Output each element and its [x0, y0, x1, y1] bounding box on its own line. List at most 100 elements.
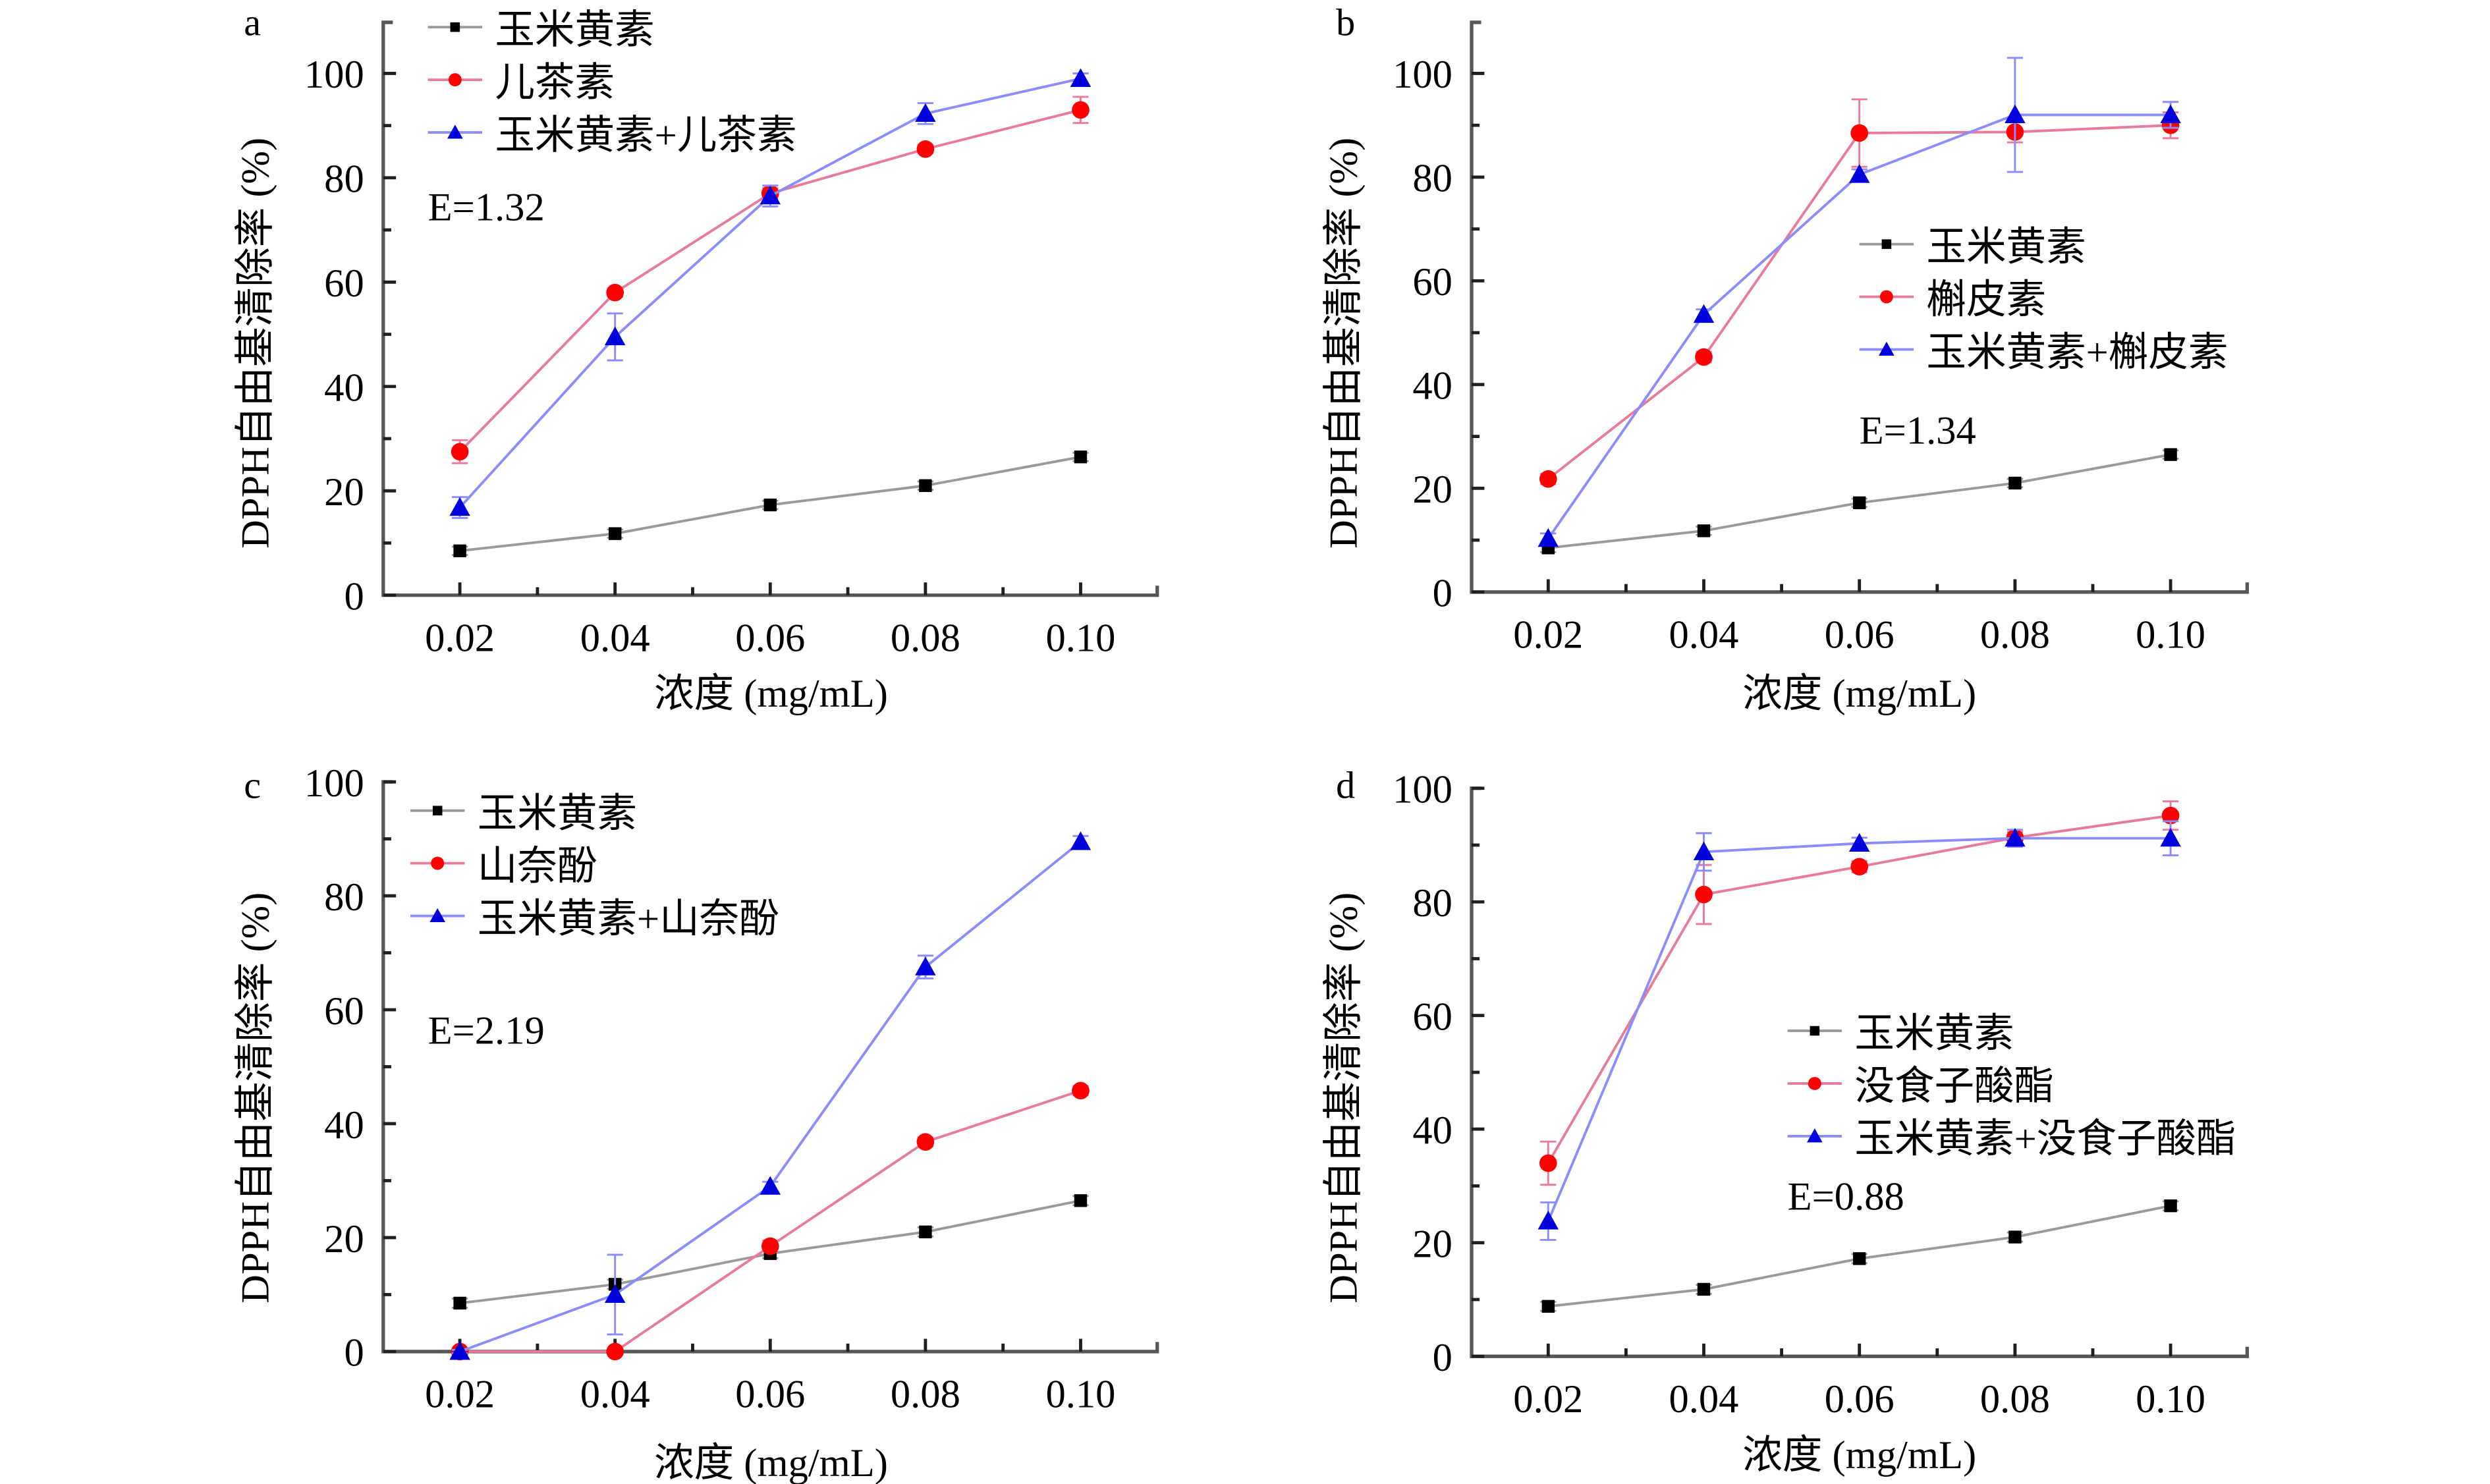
y-tick-label: 100 [304, 761, 364, 806]
chart-panel-b: 0 20 40 60 80 100 0.02 0.04 0.06 0.08 0.10 浓度 (mg/m… [1322, 1, 2250, 716]
legend-label: 山奈酚 [478, 844, 597, 889]
data-point-circle [606, 283, 624, 302]
y-tick-label: 100 [1393, 768, 1452, 812]
x-tick-label: 0.06 [1825, 613, 1895, 657]
y-axis-label: DPPH自由基清除率 (%) [233, 893, 277, 1304]
series-0 [1540, 448, 2179, 555]
legend-label: 玉米黄素+槲皮素 [1926, 331, 2228, 375]
data-point-triangle [1070, 68, 1092, 87]
x-tick-label: 0.08 [1980, 1377, 2050, 1421]
data-point-square [453, 1296, 466, 1310]
x-axis-label: 浓度 (mg/mL) [1742, 1433, 1976, 1477]
data-point-triangle [915, 103, 936, 123]
data-point-square [2008, 476, 2022, 490]
panel-label: a [244, 1, 261, 43]
y-tick-label: 80 [324, 157, 364, 202]
panel-label: c [244, 763, 261, 806]
chart-panel-c: 0 20 40 60 80 100 0.02 0.04 0.06 0.08 0.10 浓度 (mg/m… [233, 761, 1159, 1484]
data-point-square [608, 527, 622, 540]
data-point-circle [1072, 1082, 1090, 1100]
data-point-square [453, 544, 466, 557]
x-tick-label: 0.06 [1825, 1377, 1895, 1421]
y-axis-label: DPPH自由基清除率 (%) [1322, 138, 1366, 549]
legend-label: 玉米黄素 [1854, 1012, 2014, 1056]
data-point-circle [1850, 124, 1869, 142]
y-tick-label: 20 [1412, 1223, 1452, 1267]
y-tick-label: 0 [344, 574, 364, 618]
legend-item: 玉米黄素 [428, 8, 655, 52]
data-point-square [763, 498, 777, 512]
efficiency-annotation: E=1.32 [428, 185, 545, 229]
y-tick-label: 100 [304, 53, 364, 97]
series-2 [449, 68, 1092, 519]
x-tick-label: 0.10 [1045, 1373, 1115, 1417]
data-point-triangle [1848, 833, 1870, 852]
data-point-circle [1072, 101, 1090, 119]
x-tick-label: 0.08 [891, 616, 960, 660]
legend-item: 玉米黄素+槲皮素 [1859, 331, 2228, 375]
y-axis-label: DPPH自由基清除率 (%) [1322, 893, 1366, 1304]
y-tick-label: 60 [324, 261, 364, 306]
series-2 [449, 831, 1092, 1360]
x-axis-label: 浓度 (mg/mL) [654, 672, 888, 716]
y-tick-label: 60 [1412, 260, 1452, 304]
data-point-circle [916, 1133, 935, 1151]
data-point-circle [1850, 858, 1869, 876]
legend-marker-circle [1808, 1076, 1821, 1090]
legend-item: 儿茶素 [428, 61, 615, 105]
legend-marker-triangle [429, 908, 445, 923]
legend-label: 玉米黄素+儿茶素 [495, 113, 796, 157]
series-0 [451, 451, 1089, 557]
y-tick-label: 40 [324, 1103, 364, 1147]
data-point-triangle [1070, 831, 1092, 850]
y-tick-label: 80 [324, 875, 364, 920]
data-point-triangle [1693, 841, 1715, 860]
data-point-triangle [2005, 104, 2026, 124]
series-2 [1537, 57, 2181, 547]
y-tick-label: 100 [1393, 53, 1452, 97]
y-tick-label: 20 [324, 1217, 364, 1261]
data-point-triangle [1693, 304, 1715, 323]
data-point-circle [451, 443, 469, 461]
data-point-square [1697, 1282, 1711, 1296]
y-tick-label: 20 [1412, 468, 1452, 512]
data-point-circle [1539, 1154, 1557, 1172]
x-axis-label: 浓度 (mg/mL) [654, 1441, 888, 1484]
legend-label: 玉米黄素 [478, 792, 637, 836]
data-point-square [919, 479, 932, 492]
data-point-square [1074, 451, 1088, 464]
legend-label: 没食子酸酯 [1854, 1064, 2054, 1109]
legend-marker-square [1881, 239, 1892, 249]
efficiency-annotation: E=1.34 [1860, 408, 1976, 453]
data-point-triangle [760, 185, 781, 205]
x-tick-label: 0.10 [2136, 613, 2205, 657]
data-point-circle [761, 1237, 779, 1255]
series-0 [1540, 1199, 2179, 1313]
x-axis-label: 浓度 (mg/mL) [1742, 672, 1976, 716]
efficiency-annotation: E=2.19 [428, 1008, 545, 1053]
y-tick-label: 20 [324, 470, 364, 514]
y-tick-label: 40 [1412, 1109, 1452, 1153]
series-2 [1537, 820, 2181, 1241]
y-tick-label: 40 [324, 366, 364, 410]
data-point-circle [1695, 885, 1713, 904]
x-tick-label: 0.02 [1513, 613, 1583, 657]
legend-marker-triangle [1879, 341, 1895, 356]
legend-label: 玉米黄素 [495, 8, 654, 52]
x-tick-label: 0.08 [891, 1373, 960, 1417]
legend-item: 玉米黄素+山奈酚 [410, 897, 779, 941]
legend-marker-triangle [447, 124, 463, 139]
legend-marker-square [432, 806, 443, 815]
data-point-square [2164, 1199, 2177, 1213]
data-point-triangle [449, 497, 470, 516]
y-axis-label: DPPH自由基清除率 (%) [233, 138, 277, 549]
legend-item: 玉米黄素+儿茶素 [428, 113, 796, 157]
data-point-square [919, 1225, 932, 1238]
x-tick-label: 0.04 [1669, 1377, 1739, 1421]
y-tick-label: 80 [1412, 157, 1452, 201]
legend-label: 槲皮素 [1926, 278, 2046, 322]
legend-item: 槲皮素 [1859, 278, 2046, 322]
data-point-square [1541, 1300, 1555, 1313]
chart-panel-a: 0 20 40 60 80 100 0.02 0.04 0.06 0.08 0.10 浓度 (mg/m… [233, 1, 1159, 716]
